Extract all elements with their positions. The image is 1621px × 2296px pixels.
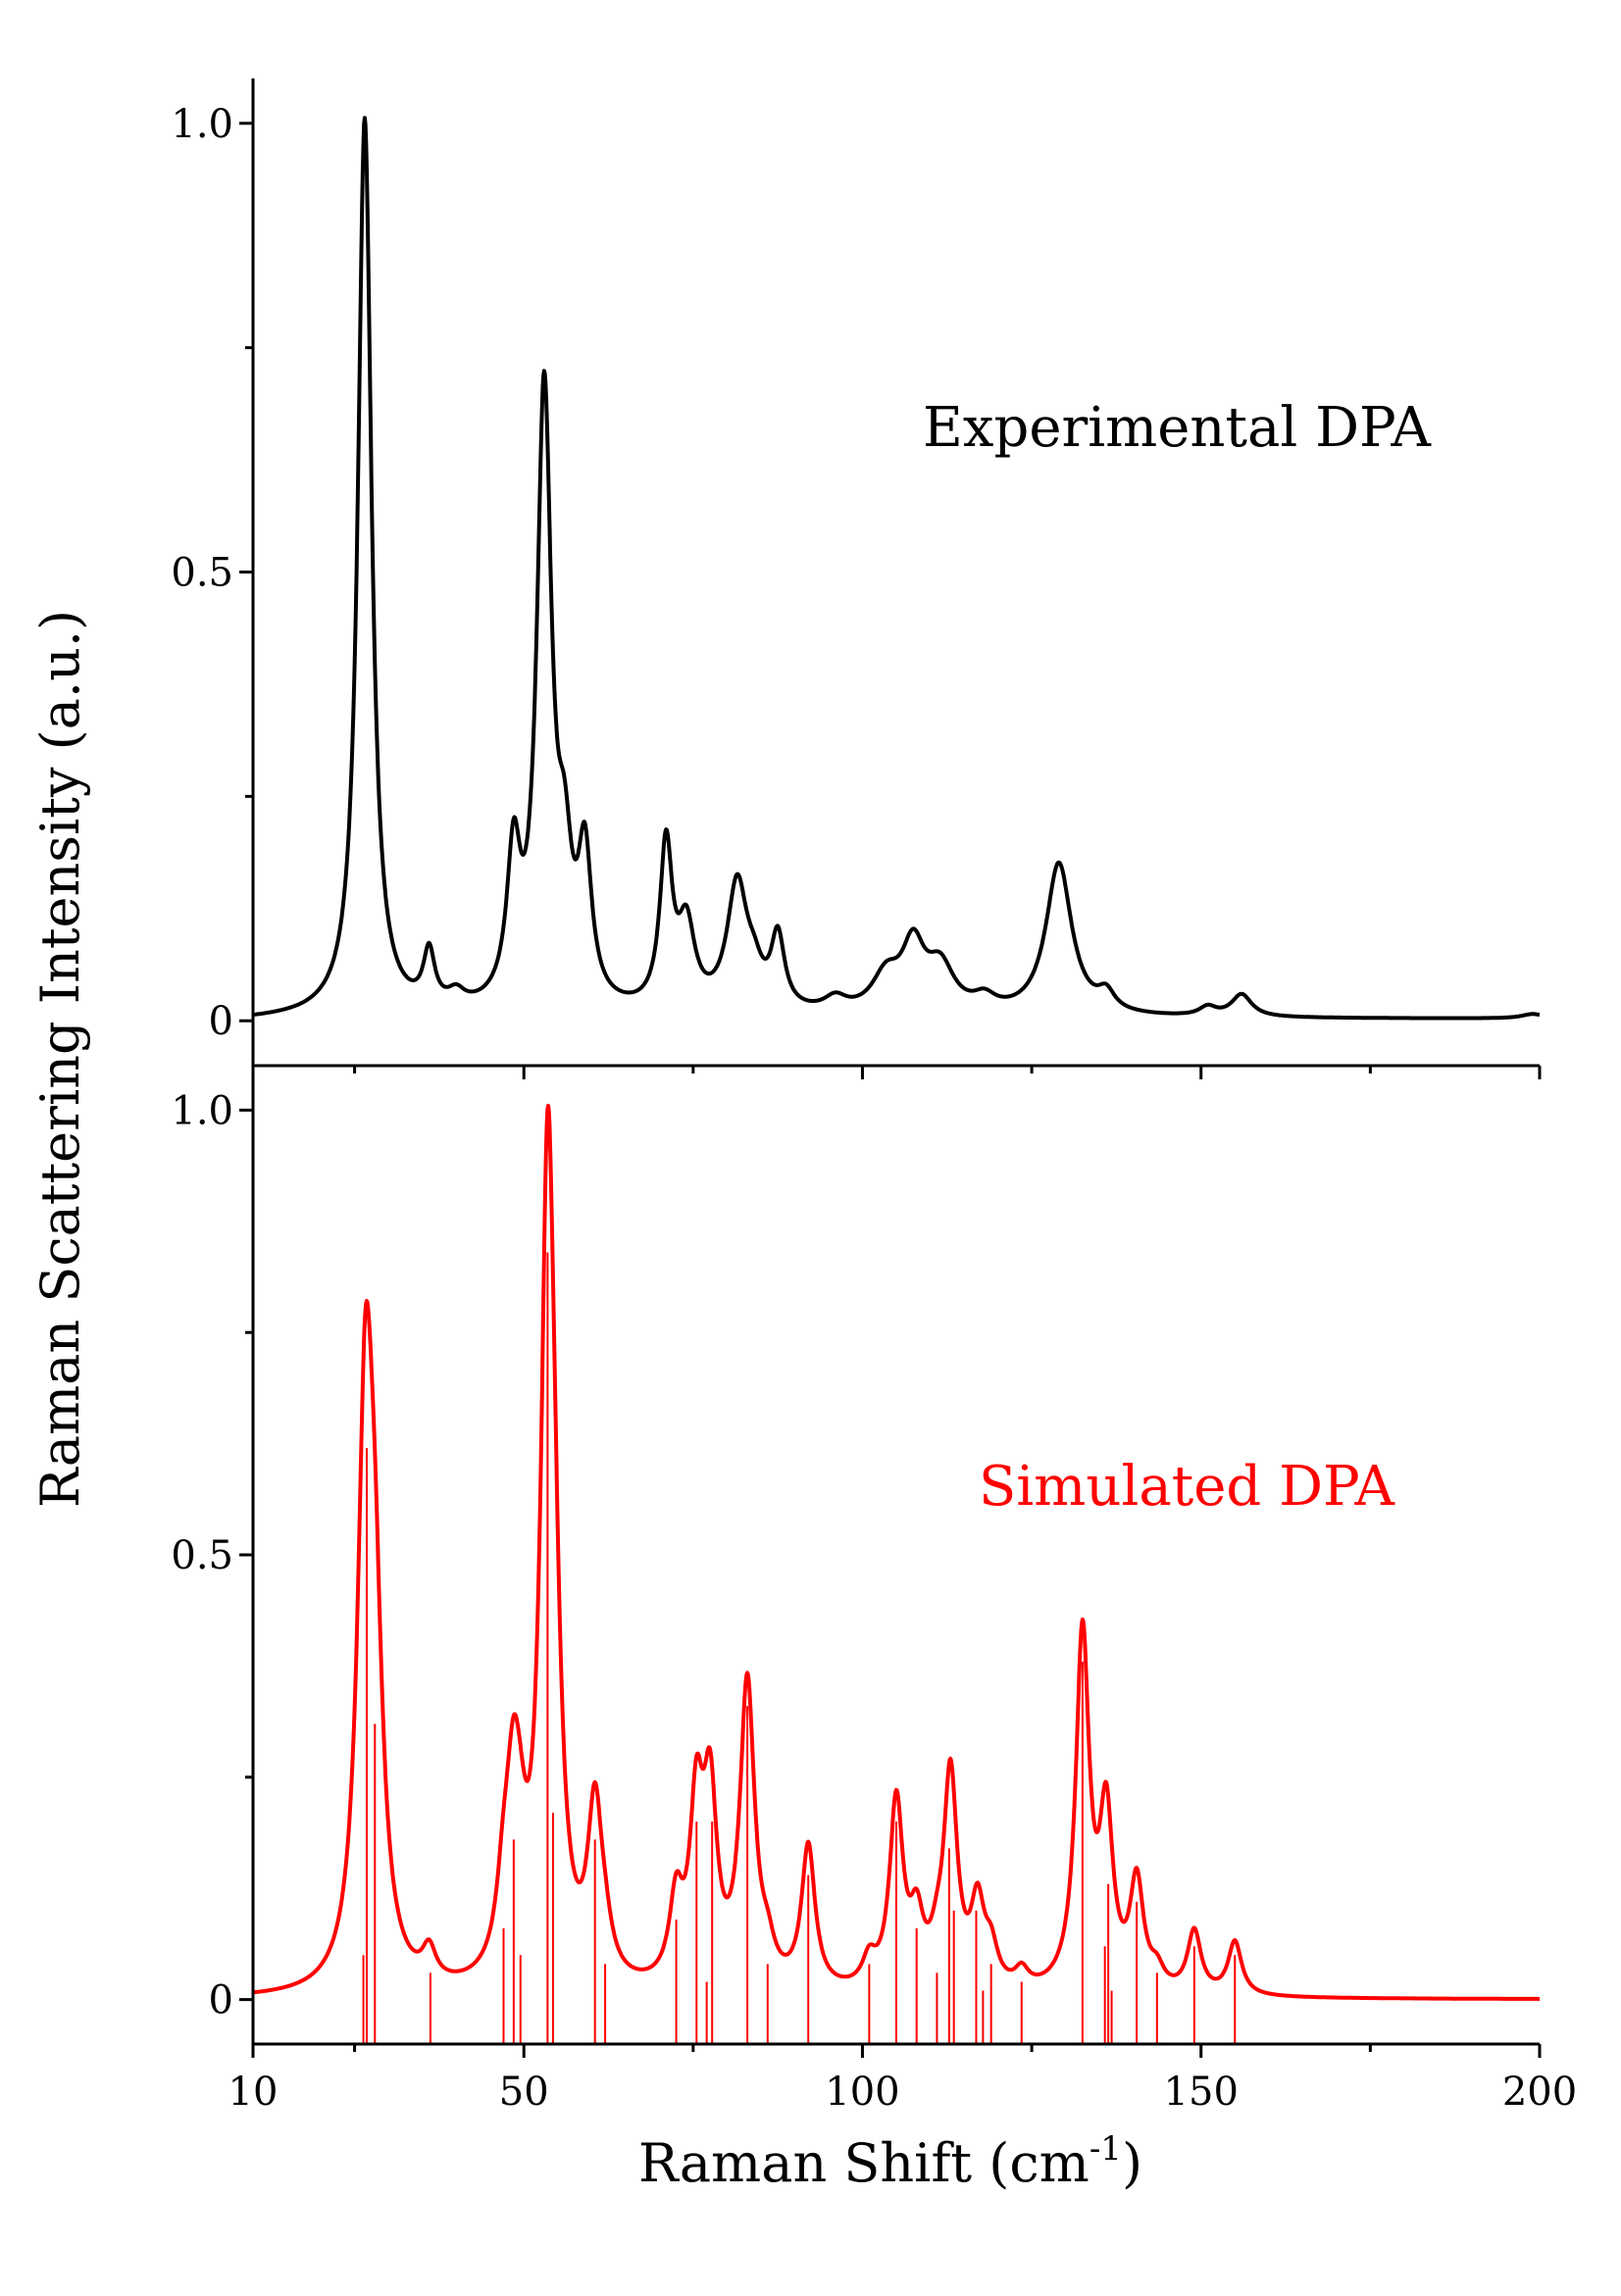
y-tick-label: 0: [209, 999, 233, 1044]
x-axis-title-superscript: -1: [1089, 2129, 1122, 2169]
y-tick-label: 1.0: [171, 102, 233, 147]
simulated-panel: 0 0.5 1.0 10 50 100 150 200 Simulated DPA: [171, 1066, 1577, 2115]
x-tick-label: 150: [1164, 2070, 1239, 2115]
x-axis-title-main: Raman Shift (cm: [638, 2132, 1089, 2194]
x-tick-label: 200: [1502, 2070, 1577, 2115]
experimental-panel: 0 0.5 1.0 Experimental DPA: [171, 78, 1542, 1079]
experimental-label: Experimental DPA: [923, 396, 1431, 460]
experimental-spectrum-line: [251, 116, 1542, 1021]
x-axis-title-close: ): [1122, 2132, 1142, 2194]
y-tick-label: 1.0: [171, 1088, 233, 1133]
x-tick-label: 50: [499, 2070, 549, 2115]
y-tick-label: 0.5: [171, 551, 233, 596]
y-tick-label: 0: [209, 1978, 233, 2023]
x-tick-label: 100: [825, 2070, 899, 2115]
y-axis-title: Raman Scattering Intensity (a.u.): [29, 610, 91, 1508]
x-tick-label: 10: [228, 2070, 279, 2115]
x-axis-title: Raman Shift (cm-1): [638, 2129, 1142, 2194]
y-tick-label: 0.5: [171, 1533, 233, 1578]
simulated-label: Simulated DPA: [979, 1455, 1394, 1519]
simulated-spectrum-line: [251, 1103, 1542, 2001]
